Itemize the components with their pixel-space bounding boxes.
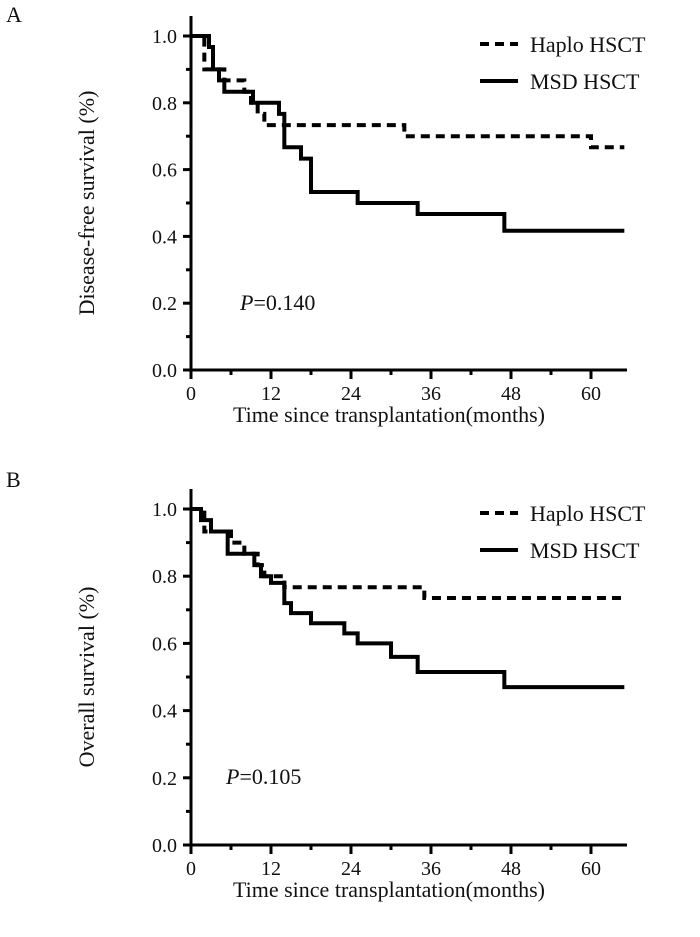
y-tick-label-a: 0.0 [152, 360, 177, 382]
km-curve-msd-a [191, 34, 625, 233]
y-tick-label-a: 0.8 [152, 93, 177, 115]
y-tick-label-b: 0.8 [152, 566, 177, 588]
x-tick-label-a: 24 [341, 383, 361, 405]
x-tick-label-b: 0 [186, 858, 196, 880]
x-tick-label-b: 60 [581, 858, 601, 880]
y-tick-label-b: 0.4 [152, 701, 177, 723]
legend-b: Haplo HSCT MSD HSCT [480, 501, 646, 563]
x-tick-label-a: 60 [581, 383, 601, 405]
y-tick-label-a: 0.4 [152, 226, 177, 248]
y-tick-label-b: 0.0 [152, 835, 177, 857]
p-label-a: P [239, 290, 253, 315]
legend-label-haplo-b: Haplo HSCT [530, 501, 646, 526]
y-axis-title-a: Disease-free survival (%) [74, 91, 99, 316]
panel-letter-b: B [6, 467, 21, 492]
axis-ticks-a: 0.0 0.2 0.4 0.6 0.8 1.0 0 12 24 36 48 60 [152, 16, 627, 405]
legend-a: Haplo HSCT MSD HSCT [480, 32, 646, 94]
panel-letter-a: A [6, 2, 22, 27]
x-tick-label-a: 12 [261, 383, 281, 405]
curves-a [191, 34, 625, 233]
p-value-annotation-a: P=0.140 [239, 290, 315, 315]
curves-b [191, 507, 625, 690]
x-tick-label-a: 0 [186, 383, 196, 405]
p-value-annotation-b: P=0.105 [225, 764, 301, 789]
x-axis-title-a: Time since transplantation(months) [233, 402, 545, 427]
y-tick-label-a: 1.0 [152, 26, 177, 48]
y-tick-label-b: 0.2 [152, 768, 177, 790]
km-curve-msd-b [191, 507, 625, 690]
axis-ticks-b: 0.0 0.2 0.4 0.6 0.8 1.0 0 12 24 36 48 60 [152, 489, 627, 880]
x-tick-label-b: 12 [261, 858, 281, 880]
panel-b: B Overall survival (%) Time since transp… [6, 467, 646, 902]
x-tick-label-b: 48 [501, 858, 521, 880]
y-axis-title-b: Overall survival (%) [74, 587, 99, 768]
p-label-b: P [225, 764, 239, 789]
y-tick-label-b: 1.0 [152, 499, 177, 521]
x-axis-title-b: Time since transplantation(months) [233, 877, 545, 902]
legend-label-haplo-a: Haplo HSCT [530, 32, 646, 57]
x-tick-label-b: 36 [421, 858, 441, 880]
legend-label-msd-b: MSD HSCT [530, 538, 640, 563]
legend-label-msd-a: MSD HSCT [530, 69, 640, 94]
x-tick-label-a: 48 [501, 383, 521, 405]
y-tick-label-a: 0.2 [152, 293, 177, 315]
x-tick-label-a: 36 [421, 383, 441, 405]
p-value-b: =0.105 [239, 764, 301, 789]
y-tick-label-a: 0.6 [152, 160, 177, 182]
p-value-a: =0.140 [253, 290, 315, 315]
y-tick-label-b: 0.6 [152, 633, 177, 655]
panel-a: A Disease-free survival (%) Time since t… [6, 2, 646, 427]
x-tick-label-b: 24 [341, 858, 361, 880]
